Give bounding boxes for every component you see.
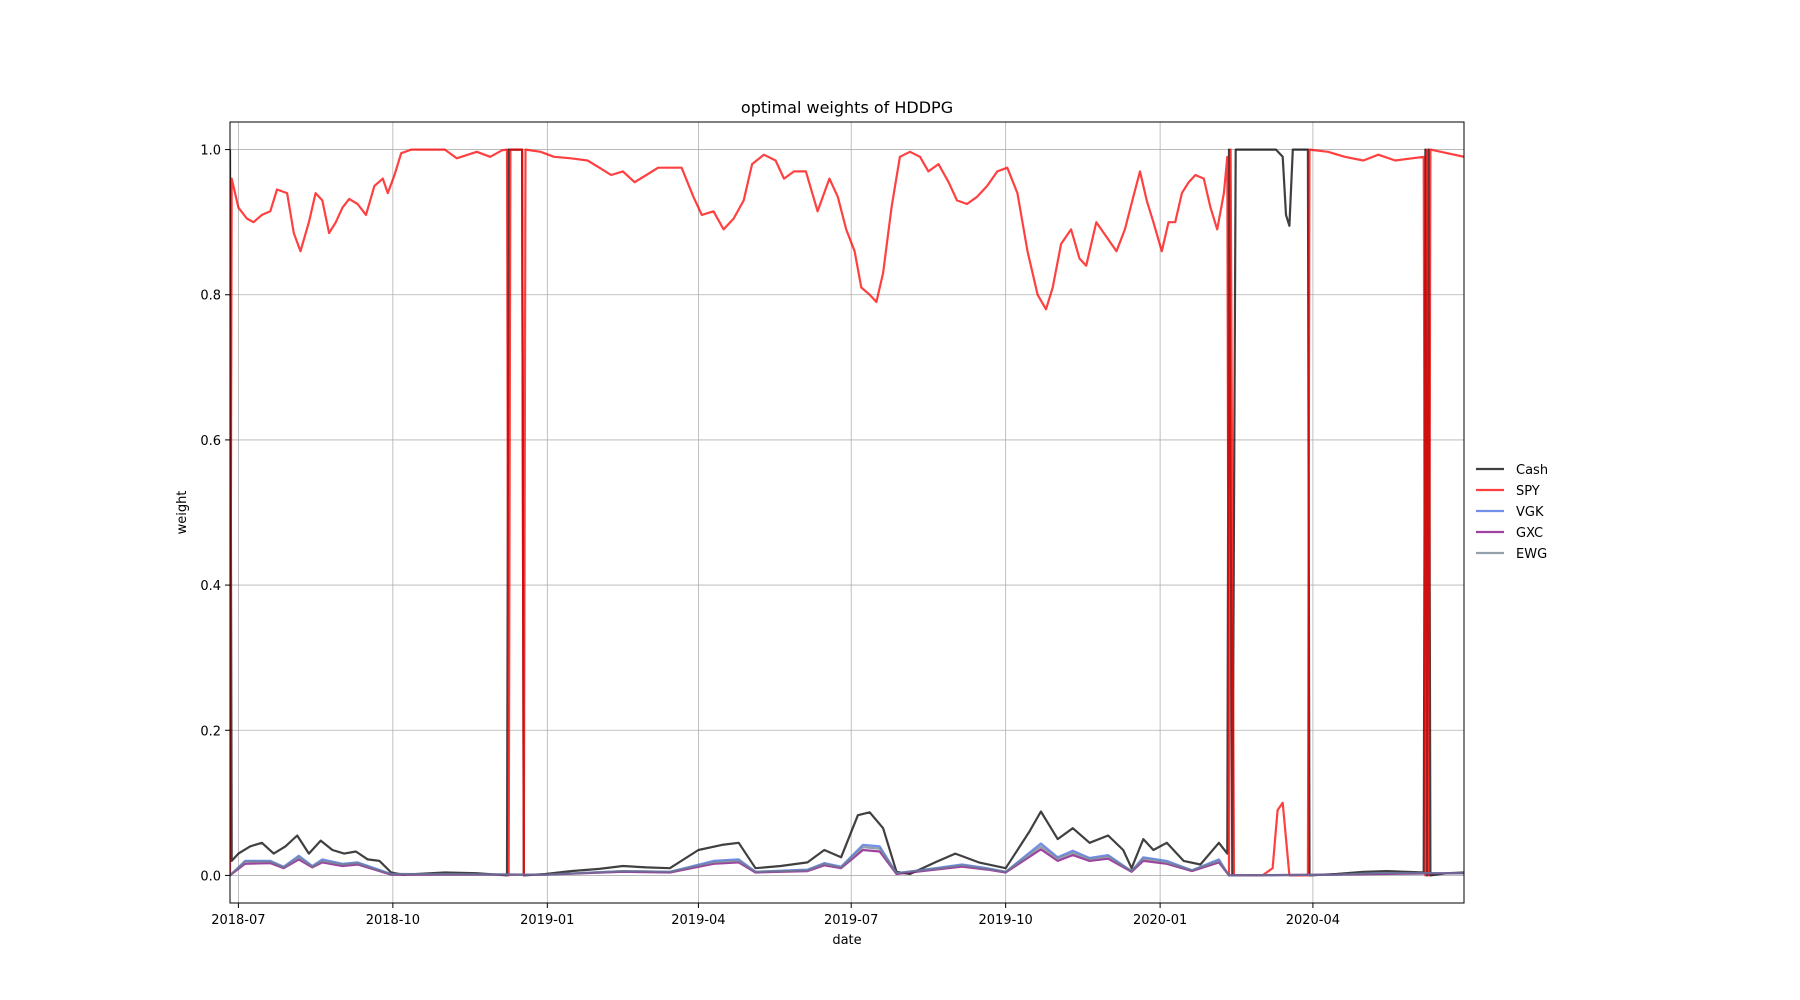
legend-label-cash: Cash [1516, 463, 1548, 478]
plot-area-frame [229, 121, 1465, 904]
legend-label-spy: SPY [1516, 484, 1540, 499]
y-axis-label: weight [175, 491, 190, 535]
series-line-gxc [230, 848, 1464, 877]
plot-lines [230, 148, 1464, 877]
y-tick-label: 0.4 [200, 579, 221, 594]
x-tick-label: 2019-04 [671, 913, 725, 928]
legend-label-vgk: VGK [1516, 505, 1544, 520]
y-tick-label: 1.0 [200, 144, 221, 159]
chart-title: optimal weights of HDDPG [741, 98, 953, 117]
y-tick-label: 0.2 [200, 724, 221, 739]
x-tick-label: 2020-01 [1133, 913, 1187, 928]
legend: Cash SPY VGK GXC EWG [1476, 463, 1548, 562]
series-line-spy [230, 148, 1464, 877]
y-tick-label: 0.6 [200, 434, 221, 449]
y-axis-ticks: 0.0 0.2 0.4 0.6 0.8 1.0 [200, 144, 230, 884]
x-tick-label: 2019-10 [978, 913, 1032, 928]
x-tick-label: 2020-04 [1286, 913, 1340, 928]
y-tick-label: 0.0 [200, 869, 221, 884]
x-tick-label: 2019-01 [520, 913, 574, 928]
x-tick-label: 2018-07 [211, 913, 265, 928]
legend-label-ewg: EWG [1516, 547, 1547, 562]
x-axis-ticks: 2018-07 2018-10 2019-01 2019-04 2019-07 2019-… [211, 903, 1340, 928]
x-tick-label: 2019-07 [824, 913, 878, 928]
y-tick-label: 0.8 [200, 289, 221, 304]
x-axis-label: date [832, 933, 861, 948]
legend-label-gxc: GXC [1516, 526, 1543, 541]
x-tick-label: 2018-10 [366, 913, 420, 928]
series-line-ewg [230, 845, 1464, 877]
